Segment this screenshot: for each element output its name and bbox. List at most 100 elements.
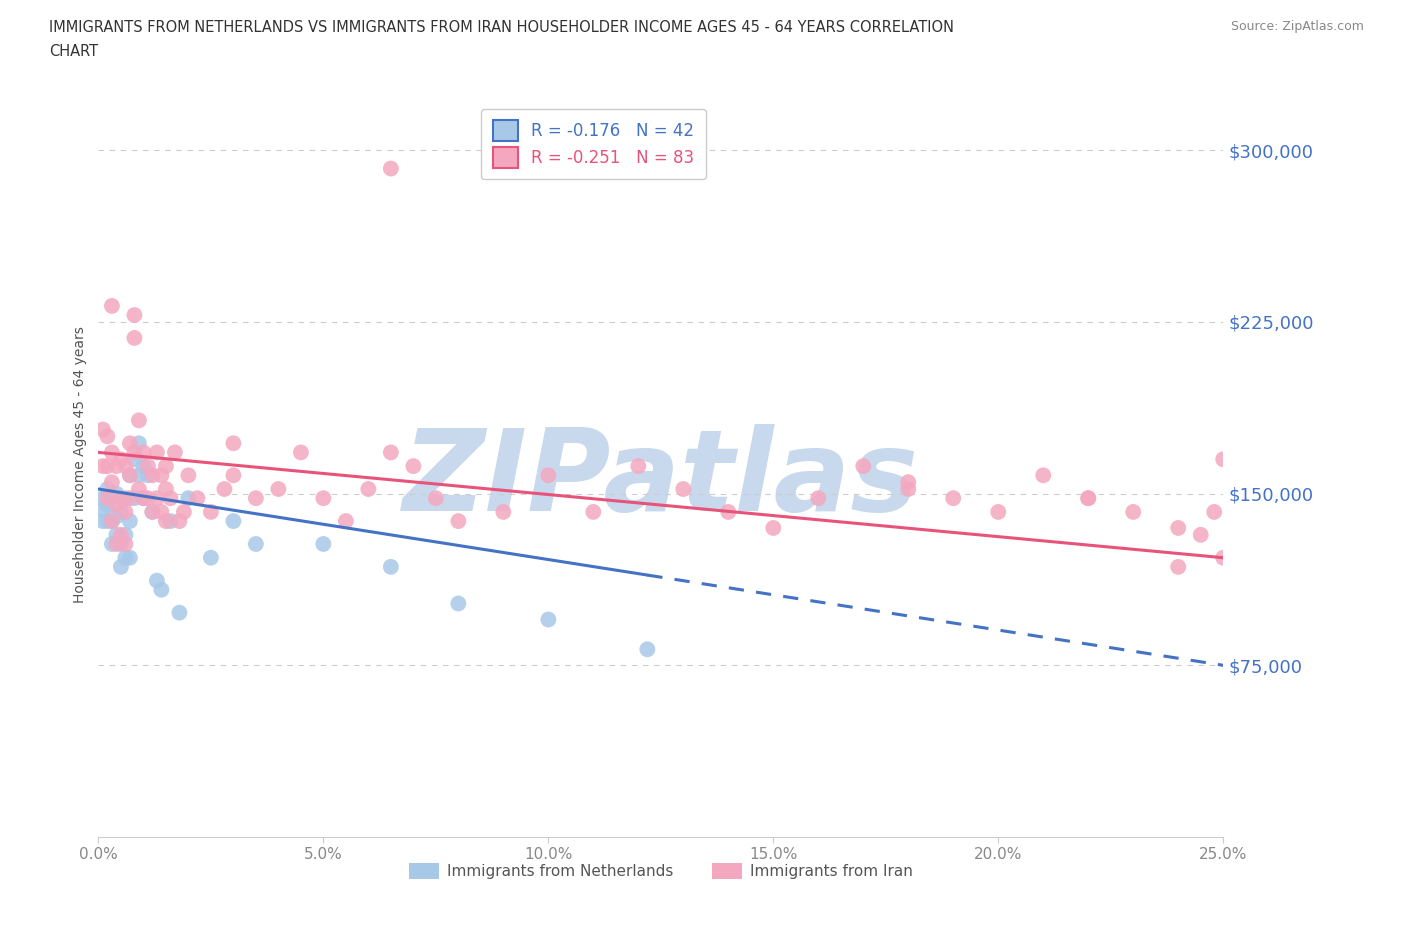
Point (200, 504, 222, 519)
Point (186, 491, 208, 506)
Point (1189, 527, 1212, 542)
Legend: Immigrants from Netherlands, Immigrants from Iran: Immigrants from Netherlands, Immigrants … (402, 857, 920, 885)
Y-axis label: Householder Income Ages 45 - 64 years: Householder Income Ages 45 - 64 years (73, 326, 87, 604)
Point (110, 491, 132, 506)
Point (177, 491, 200, 506)
Point (987, 504, 1010, 519)
Point (141, 468, 163, 483)
Point (267, 482, 290, 497)
Point (672, 482, 695, 497)
Point (101, 513, 124, 528)
Point (118, 551, 141, 565)
Point (312, 537, 335, 551)
Point (141, 504, 163, 519)
Point (1122, 504, 1144, 519)
Point (105, 498, 128, 512)
Point (128, 436, 150, 451)
Point (91, 422, 114, 437)
Point (447, 513, 470, 528)
Point (146, 491, 169, 506)
Point (290, 445, 312, 459)
Point (150, 468, 173, 483)
Point (128, 482, 150, 497)
Point (136, 491, 159, 506)
Point (132, 491, 155, 506)
Text: ZIPatlas: ZIPatlas (402, 424, 920, 536)
Point (101, 491, 124, 506)
Point (214, 482, 236, 497)
Point (380, 560, 402, 575)
Point (101, 513, 124, 528)
Point (150, 582, 173, 597)
Point (627, 458, 650, 473)
Text: IMMIGRANTS FROM NETHERLANDS VS IMMIGRANTS FROM IRAN HOUSEHOLDER INCOME AGES 45 -: IMMIGRANTS FROM NETHERLANDS VS IMMIGRANT… (49, 20, 955, 35)
Point (96, 513, 118, 528)
Point (380, 161, 402, 176)
Point (118, 513, 141, 528)
Point (762, 521, 785, 536)
Point (897, 482, 920, 497)
Point (159, 513, 181, 528)
Point (132, 458, 155, 473)
Point (1212, 452, 1234, 467)
Point (114, 504, 136, 519)
Point (91, 502, 114, 517)
Point (132, 491, 155, 506)
Point (118, 491, 141, 506)
Point (380, 445, 402, 459)
Point (110, 537, 132, 551)
Point (124, 452, 146, 467)
Point (146, 445, 169, 459)
Point (245, 537, 267, 551)
Point (150, 504, 173, 519)
Point (124, 445, 146, 459)
Point (1212, 551, 1234, 565)
Point (96, 498, 118, 512)
Point (222, 513, 245, 528)
Point (200, 551, 222, 565)
Point (1077, 491, 1099, 506)
Point (118, 468, 141, 483)
Point (105, 509, 128, 524)
Point (1032, 468, 1054, 483)
Point (1077, 491, 1099, 506)
Point (169, 513, 191, 528)
Point (101, 474, 124, 489)
Point (91, 491, 114, 506)
Point (807, 491, 830, 506)
Point (110, 504, 132, 519)
Point (105, 537, 128, 551)
Point (942, 491, 965, 506)
Point (110, 527, 132, 542)
Point (1167, 560, 1189, 575)
Point (96, 491, 118, 506)
Point (146, 573, 169, 588)
Point (96, 482, 118, 497)
Point (136, 468, 159, 483)
Point (105, 486, 128, 501)
Point (132, 445, 155, 459)
Point (96, 458, 118, 473)
Point (159, 491, 181, 506)
Point (155, 513, 177, 528)
Point (110, 560, 132, 575)
Point (169, 605, 191, 620)
Point (447, 596, 470, 611)
Point (582, 504, 605, 519)
Point (173, 504, 195, 519)
Point (245, 491, 267, 506)
Point (101, 299, 124, 313)
Point (636, 642, 658, 657)
Point (101, 445, 124, 459)
Point (222, 468, 245, 483)
Point (118, 468, 141, 483)
Point (114, 491, 136, 506)
Point (91, 458, 114, 473)
Point (1204, 504, 1226, 519)
Point (402, 458, 425, 473)
Point (128, 413, 150, 428)
Point (312, 491, 335, 506)
Point (163, 445, 186, 459)
Point (105, 527, 128, 542)
Point (492, 504, 515, 519)
